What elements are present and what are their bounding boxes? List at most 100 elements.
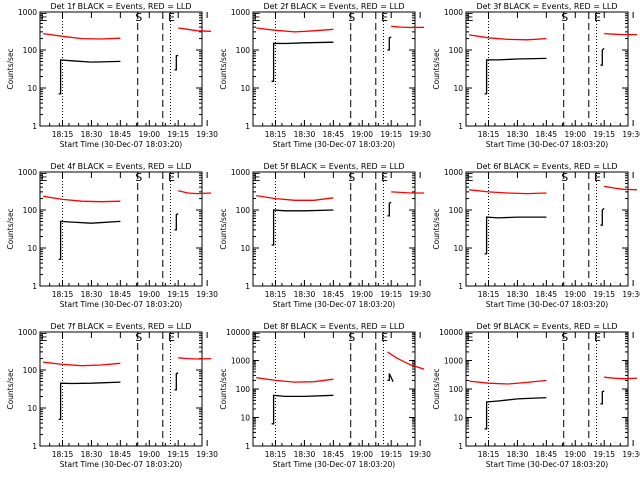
y-axis-label: Counts/sec (6, 48, 15, 89)
plot-frame (465, 11, 629, 127)
marker-label-s: S (561, 331, 568, 344)
x-tick-label: 19:15 (593, 450, 615, 459)
plot-frame (252, 331, 416, 447)
x-tick-label: 19:00 (351, 450, 373, 459)
plot-frame (252, 11, 416, 127)
x-tick-label: 18:15 (265, 130, 287, 139)
panel-det-7: Det 7f BLACK = Events, RED = LLD 1 10 100 10… (6, 322, 218, 469)
marker-label-e: E (41, 171, 48, 184)
panel-title: Det 5f BLACK = Events, RED = LLD (263, 162, 404, 171)
x-tick-label: 18:45 (110, 450, 132, 459)
x-tick-label: 19:30 (409, 450, 431, 459)
x-tick-label: 18:15 (478, 290, 500, 299)
y-tick-label: 10 (240, 244, 250, 253)
marker-label-e: E (41, 11, 48, 24)
x-tick-label: 19:00 (564, 450, 586, 459)
x-tick-label: 19:00 (351, 290, 373, 299)
marker-label-e: E (594, 331, 601, 344)
panel-det-8: Det 8f BLACK = Events, RED = LLD 1 10 100 10… (219, 322, 431, 469)
series-events-line (600, 47, 605, 66)
x-tick-label: 19:00 (138, 450, 160, 459)
y-tick-label: 100 (23, 366, 38, 375)
x-tick-label: 19:30 (196, 290, 218, 299)
panel-det-1: Det 1f BLACK = Events, RED = LLD 1 10 100 10… (6, 2, 218, 149)
x-axis-label: Start Time (30-Dec-07 18:03:20) (60, 140, 182, 149)
y-tick-label: 1000 (18, 168, 37, 177)
x-tick-label: 18:15 (52, 130, 74, 139)
x-tick-label: 18:30 (294, 450, 316, 459)
marker-label-e: E (254, 331, 261, 344)
marker-label-e: E (381, 171, 388, 184)
plot-frame (252, 171, 416, 287)
x-tick-label: 19:15 (167, 130, 189, 139)
y-tick-label: 1 (458, 282, 463, 291)
y-tick-label: 10 (453, 414, 463, 423)
plot-frame (465, 171, 629, 287)
plot-frame (465, 331, 629, 447)
x-axis-label: Start Time (30-Dec-07 18:03:20) (273, 140, 395, 149)
x-tick-label: 19:30 (622, 450, 640, 459)
x-tick-label: 18:30 (81, 130, 103, 139)
y-axis-label: Counts/sec (6, 208, 15, 249)
series-events-line (271, 394, 334, 425)
marker-label-e: E (381, 331, 388, 344)
x-axis-label: Start Time (30-Dec-07 18:03:20) (486, 140, 608, 149)
marker-label-e: E (254, 171, 261, 184)
panel-det-5: Det 5f BLACK = Events, RED = LLD 1 10 100 10… (219, 162, 431, 309)
y-tick-label: 1000 (231, 357, 250, 366)
x-tick-label: 18:45 (323, 290, 345, 299)
x-tick-label: 19:00 (138, 290, 160, 299)
y-tick-label: 1 (458, 122, 463, 131)
marker-label-e: E (168, 331, 175, 344)
series-events-line (387, 373, 394, 382)
x-tick-label: 19:00 (351, 130, 373, 139)
series-events-line (58, 59, 121, 95)
y-tick-label: 10 (453, 244, 463, 253)
series-lld-line (391, 191, 424, 194)
y-tick-label: 10 (240, 414, 250, 423)
series-lld-line (604, 185, 638, 191)
series-lld-line (604, 376, 638, 380)
y-tick-label: 1 (32, 282, 37, 291)
marker-label-e: E (467, 331, 474, 344)
x-tick-label: 19:30 (409, 130, 431, 139)
y-tick-label: 1000 (231, 8, 250, 17)
series-events-line (174, 54, 179, 71)
series-events-line (58, 220, 121, 261)
panel-det-2: Det 2f BLACK = Events, RED = LLD 1 10 100 10… (219, 2, 431, 149)
y-tick-label: 1000 (18, 8, 37, 17)
series-events-line (484, 396, 547, 430)
series-lld-line (387, 351, 425, 370)
x-tick-label: 19:15 (167, 450, 189, 459)
series-lld-line (43, 361, 121, 367)
marker-label-e: E (254, 11, 261, 24)
marker-label-s: S (348, 171, 355, 184)
y-tick-label: 100 (449, 46, 464, 55)
x-axis-label: Start Time (30-Dec-07 18:03:20) (486, 300, 608, 309)
x-tick-label: 18:15 (478, 130, 500, 139)
x-tick-label: 18:15 (52, 450, 74, 459)
y-tick-label: 1000 (18, 328, 37, 337)
series-events-line (600, 207, 605, 226)
marker-label-s: S (348, 331, 355, 344)
y-axis-label: Counts/sec (219, 208, 228, 249)
x-tick-label: 18:30 (81, 450, 103, 459)
y-tick-label: 100 (236, 46, 251, 55)
series-lld-line (256, 194, 334, 201)
y-tick-label: 1 (32, 122, 37, 131)
marker-label-e: E (168, 11, 175, 24)
y-tick-label: 1 (245, 122, 250, 131)
y-tick-label: 1000 (444, 8, 463, 17)
series-lld-line (178, 27, 212, 32)
panel-title: Det 1f BLACK = Events, RED = LLD (50, 2, 191, 11)
y-tick-label: 10000 (226, 328, 250, 337)
marker-label-e: E (594, 11, 601, 24)
series-lld-line (256, 377, 334, 383)
x-axis-label: Start Time (30-Dec-07 18:03:20) (486, 460, 608, 469)
plot-frame (39, 11, 203, 127)
x-tick-label: 18:45 (110, 130, 132, 139)
marker-label-s: S (135, 331, 142, 344)
x-tick-label: 18:45 (323, 130, 345, 139)
y-axis-label: Counts/sec (432, 208, 441, 249)
